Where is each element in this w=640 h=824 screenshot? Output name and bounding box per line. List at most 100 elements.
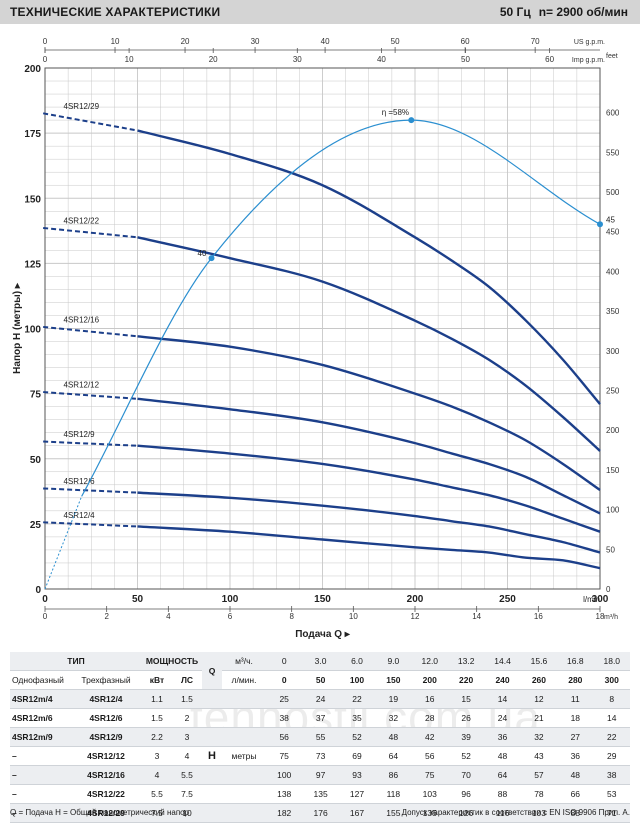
model-three-phase: 4SR12/6 bbox=[70, 708, 142, 728]
x-m3h-tick-label: 2 bbox=[104, 612, 109, 621]
lmin-value: 50 bbox=[302, 670, 339, 690]
head-value: 127 bbox=[338, 784, 376, 804]
y-tick-label: 25 bbox=[30, 520, 42, 531]
series-label: 4SR12/9 bbox=[64, 430, 96, 439]
pump-curve-dashed-start bbox=[43, 521, 138, 528]
head-value: 97 bbox=[302, 765, 339, 785]
efficiency-curve-dashed bbox=[44, 496, 83, 590]
lmin-value: 100 bbox=[338, 670, 376, 690]
head-value: 135 bbox=[302, 784, 339, 804]
m3h-value: 14.4 bbox=[484, 652, 521, 671]
pump-curve-dashed-start bbox=[43, 440, 138, 447]
head-value: 27 bbox=[557, 727, 594, 747]
y-right-tick-label: 300 bbox=[606, 347, 620, 356]
head-value: 35 bbox=[338, 708, 376, 728]
model-single-phase: – bbox=[10, 803, 70, 823]
th-h: H bbox=[202, 746, 222, 766]
head-value: 70 bbox=[447, 765, 485, 785]
model-single-phase: – bbox=[10, 746, 70, 766]
pump-curve-dashed-start bbox=[43, 487, 138, 494]
th-type: ТИП bbox=[10, 652, 142, 671]
performance-chart: 0255075100125150175200050100150200250300… bbox=[12, 37, 620, 640]
power-kw: 7.5 bbox=[142, 803, 172, 823]
head-value: 15 bbox=[447, 689, 485, 709]
x-axis-label: Подача Q ▸ bbox=[295, 629, 351, 640]
y-tick-label: 200 bbox=[24, 64, 41, 75]
power-hp: 5.5 bbox=[172, 765, 202, 785]
model-three-phase: 4SR12/12 bbox=[70, 746, 142, 766]
x-usgpm-tick-label: 40 bbox=[321, 37, 330, 46]
head-value: 32 bbox=[520, 727, 558, 747]
pump-curve bbox=[137, 335, 601, 491]
footer-tolerance: Допуск характеристик в соответствии с EN… bbox=[401, 808, 630, 817]
head-value: 64 bbox=[375, 746, 412, 766]
head-value: 14 bbox=[484, 689, 521, 709]
model-three-phase: 4SR12/9 bbox=[70, 727, 142, 747]
head-value: 12 bbox=[520, 689, 558, 709]
head-value: 38 bbox=[593, 765, 630, 785]
x-impgpm-tick-label: 0 bbox=[43, 55, 48, 64]
frequency: 50 Гц bbox=[499, 5, 531, 19]
y-tick-label: 175 bbox=[24, 129, 41, 140]
x-m3h-tick-label: 14 bbox=[472, 612, 481, 621]
head-value: 55 bbox=[302, 727, 339, 747]
head-value: 167 bbox=[338, 803, 376, 823]
head-value: 52 bbox=[338, 727, 376, 747]
x-unit-usgpm: US g.p.m. bbox=[574, 39, 605, 46]
head-value: 71 bbox=[593, 803, 630, 823]
th-m3h: м³/ч. bbox=[222, 652, 266, 671]
model-three-phase: 4SR12/29 bbox=[70, 803, 142, 823]
head-value: 88 bbox=[484, 784, 521, 804]
head-value: 93 bbox=[338, 765, 376, 785]
y-right-tick-label: 550 bbox=[606, 148, 620, 157]
power-hp: 10 bbox=[172, 803, 202, 823]
x-tick-label: 100 bbox=[222, 594, 239, 605]
th-q: Q bbox=[202, 652, 222, 690]
head-value: 48 bbox=[557, 765, 594, 785]
pump-curve bbox=[137, 525, 601, 570]
y-tick-label: 75 bbox=[30, 390, 42, 401]
power-hp: 3 bbox=[172, 727, 202, 747]
head-value: 56 bbox=[411, 746, 448, 766]
pump-curve bbox=[137, 397, 601, 515]
x-impgpm-tick-label: 60 bbox=[545, 55, 554, 64]
x-impgpm-tick-label: 20 bbox=[209, 55, 218, 64]
power-kw: 4 bbox=[142, 765, 172, 785]
head-value: 52 bbox=[447, 746, 485, 766]
th-three-phase: Трехфазный bbox=[70, 670, 142, 690]
lmin-value: 150 bbox=[375, 670, 412, 690]
rpm: n= 2900 об/мин bbox=[538, 5, 628, 19]
head-value: 22 bbox=[593, 727, 630, 747]
head-value: 42 bbox=[411, 727, 448, 747]
plot-frame bbox=[44, 67, 601, 590]
th-hp: ЛС bbox=[172, 670, 202, 690]
series-label: 4SR12/16 bbox=[64, 316, 100, 325]
head-value: 182 bbox=[266, 803, 303, 823]
x-m3h-tick-label: 4 bbox=[166, 612, 171, 621]
x-unit-impgpm: Imp g.p.m. bbox=[572, 57, 605, 64]
head-value: 48 bbox=[375, 727, 412, 747]
series-label: 4SR12/22 bbox=[64, 217, 100, 226]
table-row: –4SR12/16 4 5.5 100 97 93 86 75 70 64 57 48 38 bbox=[10, 765, 630, 785]
head-value: 56 bbox=[266, 727, 303, 747]
m3h-value: 12.0 bbox=[411, 652, 448, 671]
head-value: 28 bbox=[411, 708, 448, 728]
header-bar: ТЕХНИЧЕСКИЕ ХАРАКТЕРИСТИКИ 50 Гц n= 2900 … bbox=[0, 0, 640, 24]
m3h-value: 9.0 bbox=[375, 652, 412, 671]
x-m3h-tick-label: 10 bbox=[349, 612, 358, 621]
y-tick-label: 0 bbox=[35, 585, 41, 596]
head-value: 135 bbox=[411, 803, 448, 823]
model-single-phase: – bbox=[10, 784, 70, 804]
th-lmin: л/мин. bbox=[222, 670, 266, 690]
head-value: 26 bbox=[447, 708, 485, 728]
head-value: 100 bbox=[266, 765, 303, 785]
m3h-value: 15.6 bbox=[520, 652, 558, 671]
table-row: –4SR12/29 7.5 10 182 176 167 155 135 126 116 103 88… bbox=[10, 803, 630, 823]
x-tick-label: 250 bbox=[499, 594, 516, 605]
pump-curve-dashed-start bbox=[43, 226, 138, 239]
y-tick-label: 50 bbox=[30, 455, 42, 466]
power-kw: 3 bbox=[142, 746, 172, 766]
series-label: 4SR12/12 bbox=[64, 381, 100, 390]
y-right-tick-label: 250 bbox=[606, 386, 620, 395]
